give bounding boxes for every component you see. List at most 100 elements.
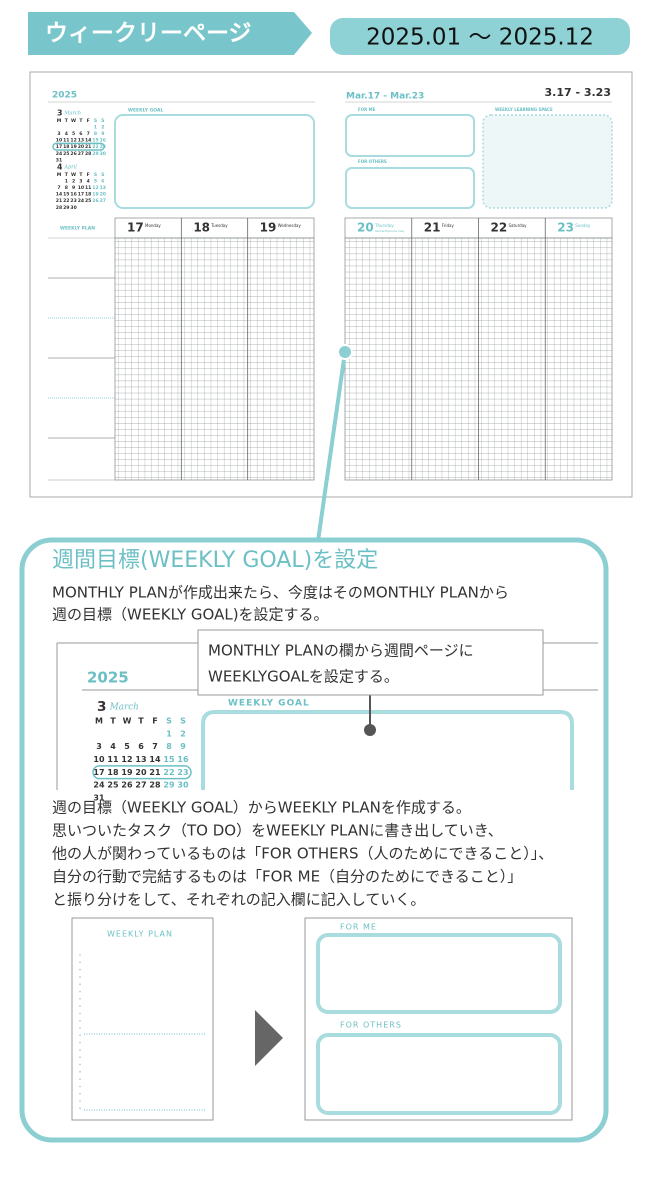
day-date: 20 xyxy=(357,221,374,235)
calendar-date: 7 xyxy=(87,131,90,137)
week-range-short: 3.17 - 3.23 xyxy=(544,86,611,99)
spread-frame xyxy=(29,71,633,498)
body-line: と振り分けをして、それぞれの記入欄に記入していく。 xyxy=(52,891,425,909)
space-label: WEEKLY LEARNING SPACE xyxy=(495,107,553,112)
intro-line: 週の目標（WEEKLY GOAL)を設定する。 xyxy=(52,606,329,624)
calendar-date: 22 xyxy=(92,144,98,150)
calendar-date: 7 xyxy=(152,742,158,751)
space-box xyxy=(482,114,613,209)
plan-dot xyxy=(79,983,81,985)
calendar-date: 10 xyxy=(56,138,62,144)
day-weekday: Friday xyxy=(442,223,455,228)
calendar-weekday: M xyxy=(57,172,62,178)
day-header-frame xyxy=(114,217,315,239)
calendar-weekday: F xyxy=(87,172,90,178)
calendar-date: 17 xyxy=(78,192,84,198)
period-pill xyxy=(330,18,630,55)
plan-dot xyxy=(79,1005,81,1007)
calendar-weekday: T xyxy=(65,172,69,178)
calendar-date: 19 xyxy=(92,192,98,198)
plan-dot xyxy=(79,1012,81,1015)
calendar-date: 5 xyxy=(72,131,75,137)
plan-dot xyxy=(79,1100,81,1102)
zoom-goal-box xyxy=(201,710,574,790)
plan-dot xyxy=(79,1049,81,1051)
calendar-date: 1 xyxy=(65,178,68,184)
calendar-date: 27 xyxy=(100,198,106,204)
calendar-date: 28 xyxy=(85,151,91,157)
plan-dot xyxy=(79,976,81,978)
calendar-date: 10 xyxy=(93,755,105,764)
calendar-date: 29 xyxy=(92,151,98,157)
connector xyxy=(316,351,347,542)
calendar-weekday: T xyxy=(65,118,69,124)
plan-dot xyxy=(79,1063,81,1066)
day-weekday: Monday xyxy=(145,223,161,228)
calendar-date: 5 xyxy=(94,178,97,184)
day-weekday: Thursday xyxy=(374,223,394,228)
calendar-date: 10 xyxy=(78,185,84,191)
calendar-date: 3 xyxy=(79,178,82,184)
calendar-date: 25 xyxy=(85,198,91,204)
calendar-date: 18 xyxy=(107,768,119,777)
header-period: 2025.01 〜 2025.12 xyxy=(366,25,594,51)
plan-dot xyxy=(79,990,81,993)
calendar-weekday: W xyxy=(71,118,76,124)
calendar-date: 27 xyxy=(135,781,146,790)
calendar-date: 17 xyxy=(93,768,104,777)
calendar-date: 29 xyxy=(163,781,175,790)
calendar-date: 25 xyxy=(107,781,119,790)
calendar-weekday: S xyxy=(180,717,186,726)
example-for-others: FOR OTHERS xyxy=(340,1021,402,1030)
calendar-date: 16 xyxy=(100,138,106,144)
calendar-date: 2 xyxy=(101,124,104,130)
calendar-date: 20 xyxy=(100,192,106,198)
calendar-date: 2 xyxy=(180,729,186,738)
day-date: 19 xyxy=(260,221,277,235)
spread-year: 2025 xyxy=(52,91,77,101)
calendar-date: 11 xyxy=(63,138,69,144)
plan-dot xyxy=(79,1085,81,1088)
plan-label: WEEKLY PLAN xyxy=(60,226,95,232)
calendar-date: 4 xyxy=(87,178,90,184)
plan-dot xyxy=(79,1078,81,1080)
goal-label: WEEKLY GOAL xyxy=(128,108,163,114)
title-tab xyxy=(28,12,312,55)
body-line: 思いついたタスク（TO DO）をWEEKLY PLANに書き出していき、 xyxy=(52,822,503,840)
calendar-date: 9 xyxy=(101,131,104,137)
calendar-date: 30 xyxy=(70,205,76,211)
plan-dot xyxy=(79,1107,81,1110)
calendar-date: 13 xyxy=(78,138,84,144)
calendar-date: 22 xyxy=(63,198,69,204)
calendar-date: 31 xyxy=(56,157,62,163)
plan-dot xyxy=(79,1034,81,1037)
calendar-month-name: March xyxy=(63,111,81,117)
calendar-date: 15 xyxy=(63,192,69,198)
calendar-weekday: W xyxy=(71,172,76,178)
calendar-date: 17 xyxy=(56,144,62,150)
calendar-weekday: S xyxy=(101,118,104,124)
calendar-date: 8 xyxy=(166,742,172,751)
calendar-month-name: March xyxy=(109,703,139,713)
calendar-date: 9 xyxy=(72,185,75,191)
plan-card xyxy=(71,917,214,1121)
for-me-label: FOR ME xyxy=(358,107,376,112)
day-weekday: Tuesday xyxy=(210,223,228,228)
calendar-weekday: S xyxy=(94,118,97,124)
calendar-date: 13 xyxy=(100,185,106,191)
calendar-weekday: T xyxy=(138,717,144,726)
example-for-others-box xyxy=(316,1033,562,1115)
calendar-weekday: T xyxy=(79,172,83,178)
calendar-date: 12 xyxy=(121,755,132,764)
day-holiday: Vernal Equinox Day xyxy=(375,229,404,233)
calendar-date: 30 xyxy=(100,151,106,157)
example-for-me-box xyxy=(316,933,562,1014)
calendar-date: 21 xyxy=(149,768,161,777)
calendar-date: 24 xyxy=(93,781,105,790)
goal-box xyxy=(114,114,315,209)
calendar-month: 3 xyxy=(97,699,106,715)
calendar-date: 30 xyxy=(177,781,189,790)
intro-line: MONTHLY PLANが作成出来たら、今度はそのMONTHLY PLANから xyxy=(52,584,509,602)
calendar-date: 16 xyxy=(177,755,189,764)
